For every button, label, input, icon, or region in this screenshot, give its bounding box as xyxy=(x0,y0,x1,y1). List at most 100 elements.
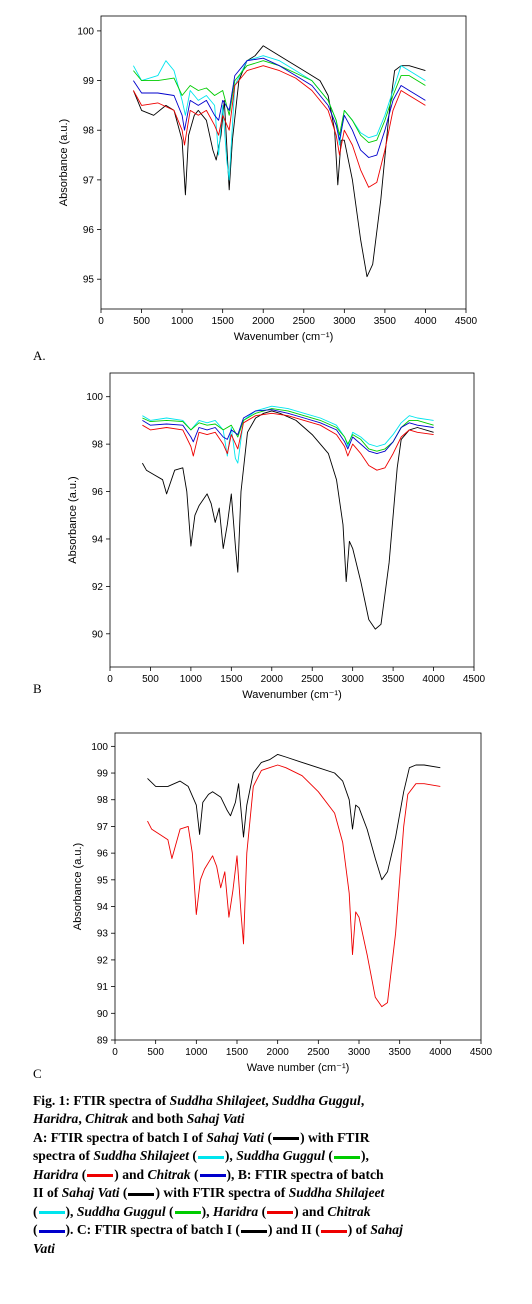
x-tick-label: 2000 xyxy=(252,316,275,327)
x-tick-label: 500 xyxy=(142,674,159,685)
y-tick-label: 89 xyxy=(97,1036,109,1047)
x-tick-label: 4000 xyxy=(414,316,437,327)
plot-frame xyxy=(109,372,475,668)
caption-line-8: (). C: FTIR spectra of batch I () and II… xyxy=(33,1222,403,1238)
x-tick-label: 4500 xyxy=(463,674,486,685)
spectrum-line-2 xyxy=(147,764,441,1008)
y-axis-label: Absorbance (a.u.) xyxy=(72,843,84,930)
y-tick-label: 100 xyxy=(77,26,94,37)
legend-swatch-cyan xyxy=(38,1211,65,1215)
x-tick-label: 1000 xyxy=(171,316,194,327)
figure-caption: Fig. 1: FTIR spectra of Suddha Shilajeet… xyxy=(33,1092,517,1258)
x-tick-label: 3500 xyxy=(382,674,405,685)
chart-panel-2: 0 500 1000 1500 2000 2500 3000 3500 4000 4500 90 92… xyxy=(33,372,486,701)
legend-swatch-green xyxy=(174,1211,201,1215)
y-tick-label: 96 xyxy=(83,225,95,236)
y-axis-label: Absorbance (a.u.) xyxy=(67,476,79,563)
y-tick-label: 93 xyxy=(97,929,109,940)
y-axis-label: Absorbance (a.u.) xyxy=(58,119,70,206)
x-tick-label: 4000 xyxy=(422,674,445,685)
spectrum-line-2 xyxy=(133,55,426,181)
legend-swatch-blue xyxy=(199,1174,226,1178)
legend-swatch-black xyxy=(273,1137,300,1141)
caption-line-6: II of Sahaj Vati () with FTIR spectra of… xyxy=(33,1185,385,1201)
y-tick-label: 90 xyxy=(92,629,104,640)
x-axis-label: Wavenumber (cm⁻¹) xyxy=(234,331,334,343)
plot-frame xyxy=(114,732,482,1041)
y-tick-label: 95 xyxy=(97,875,109,886)
x-tick-label: 3500 xyxy=(374,316,397,327)
y-tick-label: 90 xyxy=(97,1009,109,1020)
spectrum-line-2 xyxy=(142,405,434,464)
legend-swatch-red xyxy=(87,1174,114,1178)
legend-swatch-cyan xyxy=(197,1155,224,1159)
y-tick-label: 98 xyxy=(83,126,95,137)
caption-line-3: A: FTIR spectra of batch I of Sahaj Vati… xyxy=(33,1129,370,1145)
x-axis-label: Wave number (cm⁻¹) xyxy=(247,1062,350,1074)
spectrum-line-5 xyxy=(142,409,434,455)
x-tick-label: 1500 xyxy=(226,1047,249,1058)
caption-line-5: Haridra () and Chitrak (), B: FTIR spect… xyxy=(33,1166,384,1182)
caption-line-4: spectra of Suddha Shilajeet (), Suddha G… xyxy=(33,1148,369,1164)
y-tick-label: 98 xyxy=(97,795,109,806)
spectrum-line-1 xyxy=(147,753,441,881)
y-tick-label: 97 xyxy=(97,822,109,833)
y-tick-label: 99 xyxy=(97,769,109,780)
x-tick-label: 4500 xyxy=(455,316,478,327)
legend-swatch-red xyxy=(267,1211,294,1215)
x-tick-label: 1500 xyxy=(220,674,243,685)
x-tick-label: 4000 xyxy=(429,1047,452,1058)
chart-panel-1: 0 500 1000 1500 2000 2500 3000 3500 4000 4500 95 96… xyxy=(33,15,478,363)
spectrum-line-3 xyxy=(133,60,426,144)
caption-line-1: Fig. 1: FTIR spectra of Suddha Shilajeet… xyxy=(33,1093,365,1108)
x-tick-label: 1500 xyxy=(212,316,235,327)
x-tick-label: 4500 xyxy=(470,1047,493,1058)
x-tick-label: 0 xyxy=(112,1047,118,1058)
legend-swatch-green xyxy=(333,1155,360,1159)
x-tick-label: 3500 xyxy=(389,1047,412,1058)
ftir-figure: 0 500 1000 1500 2000 2500 3000 3500 4000 45009596… xyxy=(33,15,493,1080)
y-tick-label: 100 xyxy=(86,392,103,403)
y-tick-label: 98 xyxy=(92,440,104,451)
x-tick-label: 3000 xyxy=(333,316,356,327)
y-tick-label: 96 xyxy=(92,487,104,498)
spectrum-line-1 xyxy=(142,410,434,630)
y-tick-label: 95 xyxy=(83,275,95,286)
x-tick-label: 0 xyxy=(98,316,104,327)
x-tick-label: 0 xyxy=(107,674,113,685)
spectrum-line-4 xyxy=(142,412,434,471)
y-tick-label: 92 xyxy=(97,955,109,966)
panel-label: B xyxy=(33,681,42,696)
y-tick-label: 100 xyxy=(91,742,108,753)
y-tick-label: 97 xyxy=(83,175,95,186)
panel-label: C xyxy=(33,1066,42,1080)
caption-line-7: (), Suddha Guggul (), Haridra () and Chi… xyxy=(33,1203,371,1219)
legend-swatch-black xyxy=(128,1192,155,1196)
spectrum-line-5 xyxy=(133,57,426,158)
x-tick-label: 500 xyxy=(147,1047,164,1058)
caption-line-2: Haridra, Chitrak and both Sahaj Vati xyxy=(33,1111,245,1127)
y-tick-label: 92 xyxy=(92,582,104,593)
spectrum-line-3 xyxy=(142,408,434,452)
x-axis-label: Wavenumber (cm⁻¹) xyxy=(242,689,342,701)
x-tick-label: 2000 xyxy=(261,674,284,685)
y-tick-label: 94 xyxy=(92,534,104,545)
legend-swatch-red xyxy=(320,1229,347,1233)
y-tick-label: 99 xyxy=(83,76,95,87)
panel-label: A. xyxy=(33,348,46,363)
caption-line-9: Vati xyxy=(33,1240,55,1256)
y-tick-label: 96 xyxy=(97,849,109,860)
legend-swatch-blue xyxy=(38,1229,65,1233)
x-tick-label: 2500 xyxy=(293,316,316,327)
x-tick-label: 1000 xyxy=(180,674,203,685)
x-tick-label: 2500 xyxy=(301,674,324,685)
y-tick-label: 94 xyxy=(97,902,109,913)
x-tick-label: 1000 xyxy=(185,1047,208,1058)
legend-swatch-black xyxy=(240,1229,267,1233)
spectrum-line-1 xyxy=(132,45,426,278)
chart-panel-3: 0 500 1000 1500 2000 2500 3000 3500 4000 4500 89 90… xyxy=(33,732,493,1080)
x-tick-label: 500 xyxy=(133,316,150,327)
spectrum-line-4 xyxy=(133,65,426,188)
x-tick-label: 2000 xyxy=(267,1047,290,1058)
x-tick-label: 2500 xyxy=(307,1047,330,1058)
